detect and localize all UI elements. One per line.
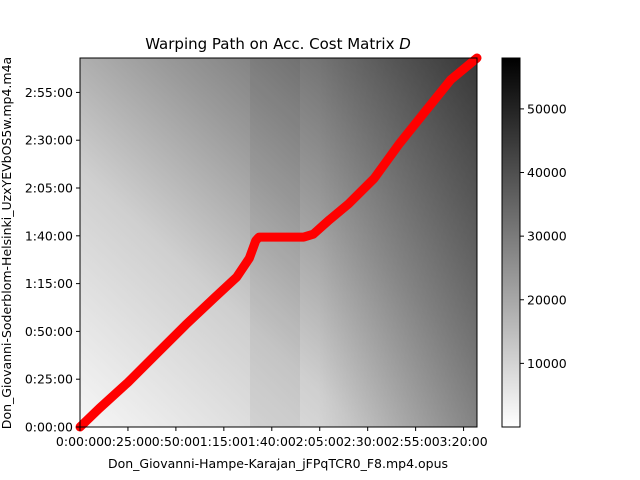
y-tick-label: 0:50:00	[25, 324, 73, 339]
chart-title-text: Warping Path on Acc. Cost Matrix	[145, 35, 394, 53]
colorbar-tick-label: 50000	[527, 101, 567, 116]
x-axis-label: Don_Giovanni-Hampe-Karajan_jFPqTCR0_F8.m…	[108, 456, 448, 471]
colorbar: 10000 20000 30000 40000 50000	[501, 57, 567, 428]
x-tick-label: 2:55:00	[392, 434, 440, 449]
y-tick-label: 0:25:00	[25, 372, 73, 387]
colorbar-tick-label: 10000	[527, 356, 567, 371]
x-tick-label: 1:40:00	[248, 434, 296, 449]
heatmap-plot-area	[75, 53, 482, 432]
colorbar-gradient	[501, 57, 521, 428]
y-tick-label: 1:40:00	[25, 228, 73, 243]
y-tick-label: 2:30:00	[25, 133, 73, 148]
colorbar-tick-label: 20000	[527, 292, 567, 307]
warping-path-line	[75, 53, 482, 432]
colorbar-ticks: 10000 20000 30000 40000 50000	[520, 101, 567, 371]
x-axis-ticks: 0:00:00 0:25:00 0:50:00 1:15:00 1:40:00 2:05:…	[56, 427, 488, 449]
x-tick-label: 2:05:00	[296, 434, 344, 449]
y-tick-label: 1:15:00	[25, 276, 73, 291]
y-tick-label: 2:55:00	[25, 85, 73, 100]
x-tick-label: 3:20:00	[439, 434, 487, 449]
x-tick-label: 0:25:00	[104, 434, 152, 449]
y-axis-ticks: 0:00:00 0:25:00 0:50:00 1:15:00 1:40:00 2:05:…	[25, 85, 80, 435]
x-tick-label: 0:00:00	[56, 434, 104, 449]
chart-title: Warping Path on Acc. Cost Matrix D	[145, 35, 411, 53]
y-axis-label: Don_Giovanni-Soderblom-Helsinki_UzxYEVbO…	[0, 57, 14, 429]
x-tick-label: 1:15:00	[200, 434, 248, 449]
x-tick-label: 0:50:00	[152, 434, 200, 449]
colorbar-tick-label: 30000	[527, 229, 567, 244]
warping-path	[75, 53, 482, 432]
y-tick-label: 2:05:00	[25, 181, 73, 196]
plot-frame	[79, 57, 478, 428]
colorbar-tick-label: 40000	[527, 165, 567, 180]
x-tick-label: 2:30:00	[344, 434, 392, 449]
y-tick-label: 0:00:00	[25, 420, 73, 435]
chart-title-math: D	[399, 35, 411, 53]
